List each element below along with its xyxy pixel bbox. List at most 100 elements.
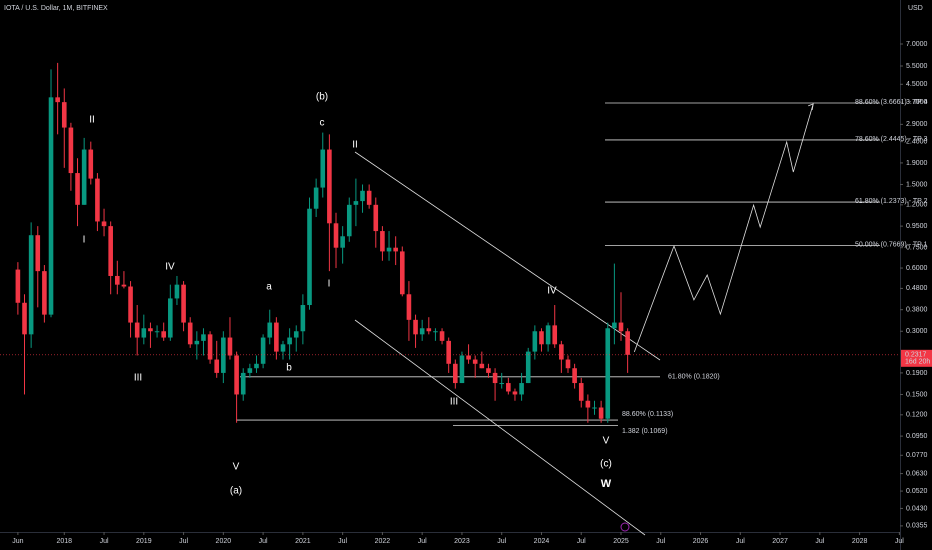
y-tick-label: 0.0520 (906, 488, 928, 495)
candle-body (227, 337, 233, 356)
candle-body (187, 322, 193, 345)
wave-label: V (233, 462, 240, 473)
candle-body (612, 322, 617, 329)
candle-body (320, 149, 326, 188)
trend-line (354, 151, 661, 361)
candle-body (506, 383, 511, 392)
wave-label: (c) (600, 459, 612, 470)
candle-body (134, 322, 140, 338)
candle-body (221, 337, 226, 373)
level-label: 78.60% (2.4445) - TP 3 (855, 136, 928, 143)
candle-body (88, 149, 94, 179)
x-tick-label: Jul (895, 538, 904, 545)
level-label: 88.60% (3.6661) - TP 4 (855, 99, 928, 106)
candle-body (68, 127, 74, 174)
y-tick-label: 4.5000 (906, 81, 928, 88)
candle-body (605, 328, 611, 419)
candle-body (413, 319, 418, 335)
candle-body (15, 269, 21, 303)
wave-label: c (320, 118, 325, 129)
y-tick-label: 1.9000 (906, 160, 928, 167)
candle-body (532, 331, 538, 352)
x-tick-label: 2019 (136, 538, 152, 545)
candle-body (75, 173, 80, 205)
candle-body (399, 251, 405, 295)
candle-body (35, 235, 41, 272)
wave-label: II (89, 115, 95, 126)
candle-body (585, 400, 591, 408)
candle-body (327, 149, 332, 224)
wave-label: IV (547, 286, 557, 297)
x-tick-label: Jul (259, 538, 268, 545)
candle-body (240, 372, 246, 395)
x-tick-label: Jul (736, 538, 745, 545)
candle-body (393, 247, 398, 252)
candle-body (439, 331, 445, 341)
candle-body (22, 302, 27, 335)
level-label: 1.382 (0.1069) (622, 428, 668, 435)
y-tick-label: 0.0950 (906, 433, 928, 440)
event-icon[interactable] (620, 522, 630, 532)
candle-body (360, 190, 365, 202)
y-tick-label: 0.0430 (906, 505, 928, 512)
candle-body (552, 325, 558, 345)
y-tick-label: 0.6000 (906, 265, 928, 272)
wave-label: V (603, 436, 610, 447)
x-tick-label: 2021 (295, 538, 311, 545)
candle-body (95, 178, 100, 222)
candle-body (313, 187, 319, 209)
projection-arrow (808, 103, 814, 110)
x-tick-label: Jul (577, 538, 586, 545)
candle-body (366, 190, 372, 205)
candle-body (486, 368, 491, 373)
x-tick-label: Jul (338, 538, 347, 545)
y-tick-label: 0.4800 (906, 285, 928, 292)
y-tick-label: 0.1500 (906, 391, 928, 398)
y-tick-label: 0.7500 (906, 245, 928, 252)
y-tick-label: 2.9000 (906, 121, 928, 128)
x-tick-label: 2024 (534, 538, 550, 545)
candle-body (472, 359, 478, 364)
candle-body (260, 337, 266, 364)
currency-label: USD (908, 5, 923, 12)
x-tick-label: Jul (497, 538, 506, 545)
x-tick-label: Jul (418, 538, 427, 545)
candle-body (406, 294, 412, 320)
candle-body (280, 344, 286, 352)
candle-body (274, 322, 279, 352)
wave-label: I (328, 279, 331, 290)
trend-line (354, 319, 646, 536)
candle-body (340, 236, 345, 248)
candle-body (300, 305, 306, 332)
candle-body (101, 221, 107, 227)
candle-body (114, 275, 120, 285)
wave-label: III (134, 373, 142, 384)
candle-body (293, 331, 299, 338)
candle-body (333, 223, 339, 248)
candle-body (214, 359, 220, 373)
candle-body (525, 351, 531, 384)
candle-body (539, 331, 544, 345)
candle-body (592, 407, 597, 409)
candle-body (174, 284, 180, 299)
candle-body (353, 201, 359, 205)
candle-body (386, 247, 392, 252)
candle-body (565, 359, 571, 369)
candle-body (559, 344, 564, 360)
candle-body (194, 340, 200, 345)
y-tick-label: 0.3800 (906, 307, 928, 314)
x-tick-label: Jul (815, 538, 824, 545)
candle-body (625, 331, 630, 355)
candle-body (207, 334, 213, 360)
y-tick-label: 2.4000 (906, 138, 928, 145)
candle-body (307, 208, 312, 306)
y-tick-label: 5.5000 (906, 63, 928, 70)
x-tick-label: Jul (179, 538, 188, 545)
candle-body (81, 149, 87, 205)
chart-title: IOTA / U.S. Dollar, 1M, BITFINEX (4, 5, 108, 12)
candle-body (287, 337, 292, 345)
candle-body (154, 331, 160, 333)
candle-body (479, 363, 485, 369)
